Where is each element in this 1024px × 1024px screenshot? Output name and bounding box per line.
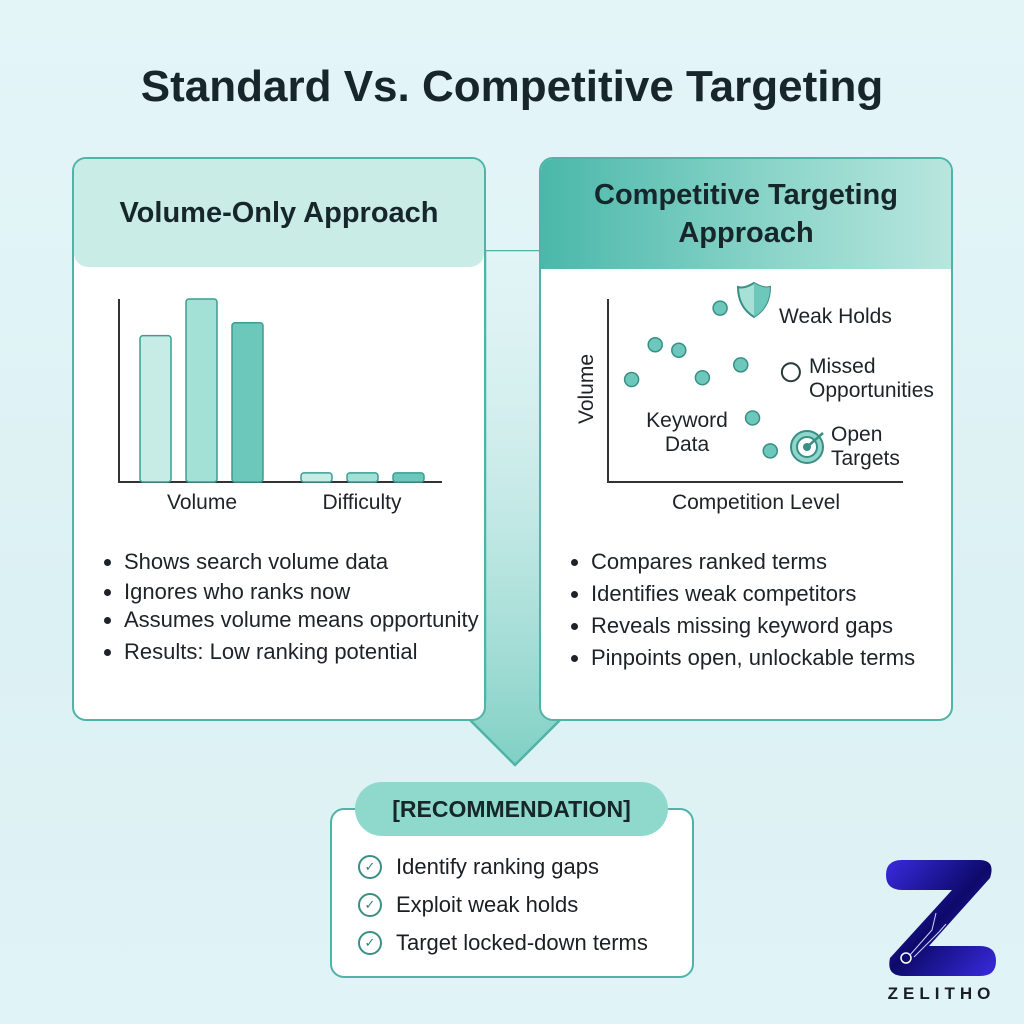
- panel-header: Volume-Only Approach: [74, 159, 484, 267]
- recommendation-item: ✓ Identify ranking gaps: [358, 854, 599, 880]
- label-weak-holds: Weak Holds: [779, 305, 892, 328]
- bar: [300, 472, 333, 483]
- label-open-targets: Open Targets: [831, 423, 900, 470]
- data-point: [671, 342, 687, 358]
- check-icon: ✓: [358, 931, 382, 955]
- recommendation-badge: [RECOMMENDATION]: [355, 782, 668, 836]
- bullet: Results: Low ranking potential: [124, 637, 484, 667]
- recommendation-box: ✓ Identify ranking gaps ✓ Exploit weak hol…: [330, 808, 694, 978]
- tick-label-difficulty: Difficulty: [322, 491, 402, 514]
- data-point: [647, 337, 663, 353]
- missed-opportunity-point: [780, 362, 801, 383]
- panel-header: Competitive Targeting Approach: [541, 159, 951, 269]
- bar: [231, 322, 264, 483]
- bar: [185, 298, 218, 483]
- bullet: Shows search volume data: [124, 547, 484, 577]
- tick-label-volume: Volume: [166, 491, 238, 514]
- zelitho-logo: ZELITHO: [884, 858, 999, 1003]
- check-icon: ✓: [358, 893, 382, 917]
- volume-only-panel: Volume-Only Approach Volume Difficulty S…: [72, 157, 486, 721]
- data-point: [733, 357, 749, 373]
- data-point: [694, 369, 711, 386]
- data-point: [762, 443, 778, 459]
- scatter-chart: [607, 281, 903, 483]
- check-icon: ✓: [358, 855, 382, 879]
- bullet: Identifies weak competitors: [591, 579, 951, 609]
- target-icon: [790, 430, 824, 464]
- bullet: Pinpoints open, unlockable terms: [591, 643, 951, 673]
- data-point: [712, 300, 728, 316]
- bullet: Ignores who ranks now: [124, 577, 484, 607]
- bullet: Reveals missing keyword gaps: [591, 611, 951, 641]
- competitive-panel: Competitive Targeting Approach Weak Hold…: [539, 157, 953, 721]
- axis: [607, 299, 903, 483]
- label-keyword-data: Keyword Data: [646, 409, 728, 456]
- x-axis-label: Competition Level: [671, 491, 841, 514]
- recommendation-item: ✓ Target locked-down terms: [358, 930, 648, 956]
- logo-text: ZELITHO: [887, 984, 996, 1003]
- data-point: [744, 410, 761, 426]
- page-title: Standard Vs. Competitive Targeting: [140, 62, 884, 111]
- bar: [392, 472, 425, 483]
- shield-icon: [736, 281, 772, 319]
- axis: [118, 299, 442, 483]
- bar-chart: [118, 298, 442, 483]
- bullet: Compares ranked terms: [591, 547, 951, 577]
- bullet: Assumes volume means opportunity: [124, 607, 484, 633]
- label-missed-opportunities: Missed Opportunities: [809, 355, 934, 402]
- recommendation-item: ✓ Exploit weak holds: [358, 892, 578, 918]
- y-axis-label: Volume: [575, 353, 598, 425]
- bar: [139, 334, 172, 483]
- bar: [346, 472, 379, 483]
- data-point: [623, 371, 640, 388]
